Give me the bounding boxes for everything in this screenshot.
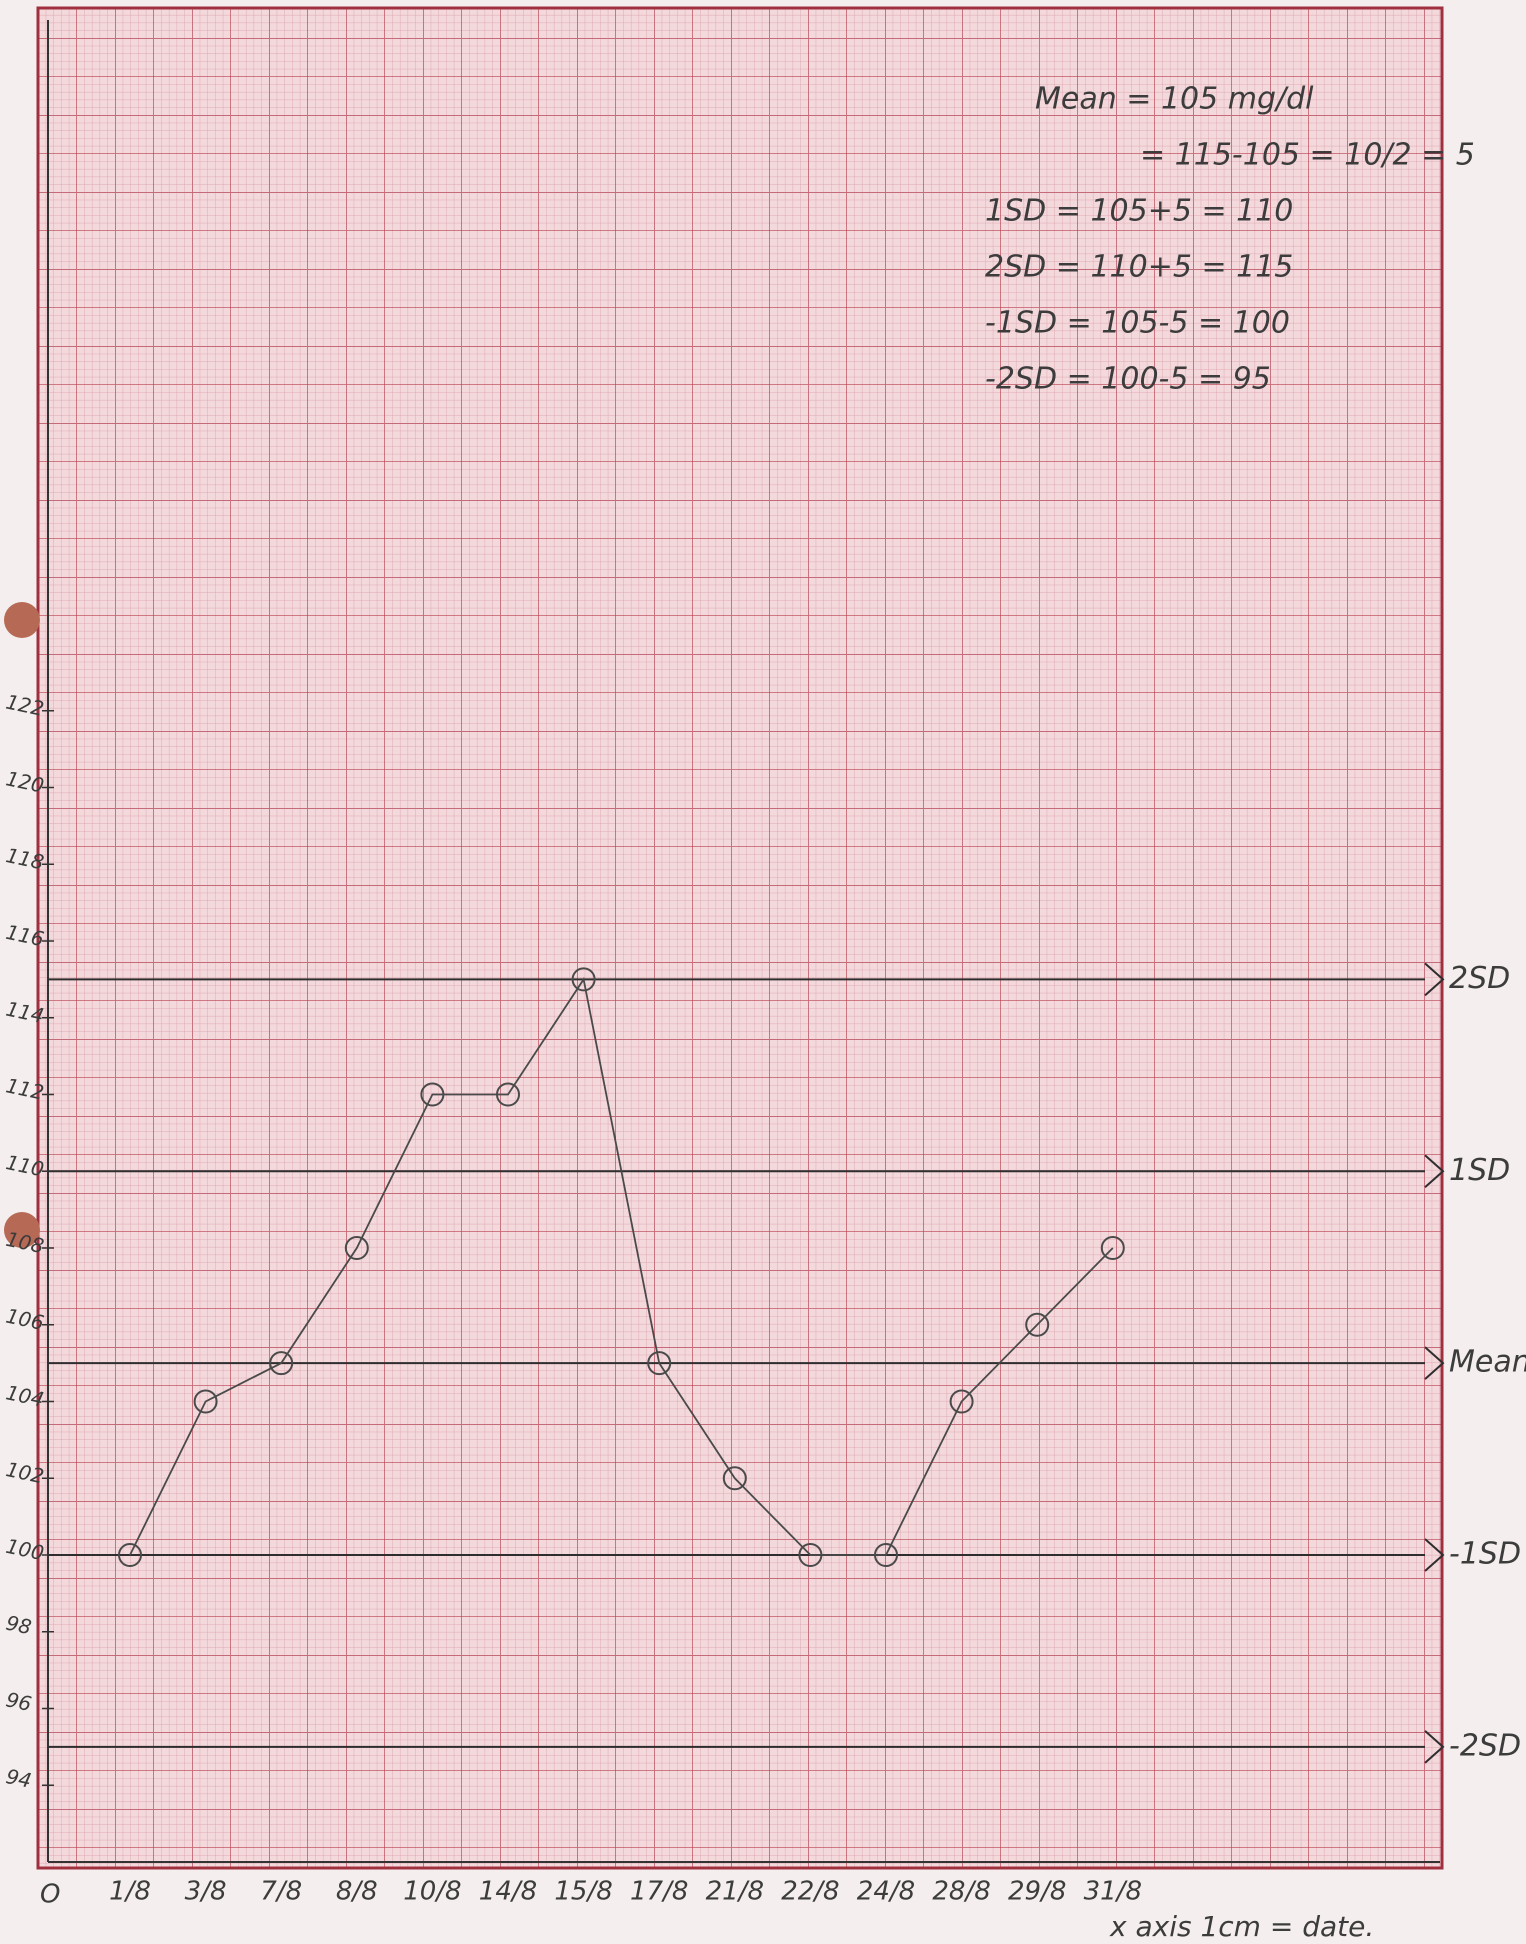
x-tick-label: 1/8 [109, 1877, 151, 1907]
x-axis-label: x axis 1cm = date. [1109, 1910, 1374, 1943]
reference-arrow [1424, 1346, 1445, 1380]
x-tick-label: 7/8 [260, 1877, 302, 1907]
annotation: -2SD = 100-5 = 95 [985, 362, 1271, 397]
data-point [193, 1389, 218, 1414]
data-point [1025, 1312, 1050, 1337]
x-tick-label: 10/8 [403, 1877, 461, 1907]
data-point [722, 1466, 747, 1491]
data-point [1100, 1236, 1125, 1260]
reference-arrow [1424, 1154, 1445, 1188]
data-point [496, 1082, 520, 1107]
annotation: = 115-105 = 10/2 = 5 [1140, 138, 1475, 173]
binder-hole [4, 1212, 40, 1248]
reference-label: -2SD [1449, 1728, 1521, 1763]
reference-label: -1SD [1449, 1537, 1521, 1572]
data-point [647, 1351, 672, 1376]
data-point [949, 1389, 974, 1414]
data-point [798, 1543, 823, 1567]
reference-label: 1SD [1449, 1153, 1510, 1188]
graph-paper-grid [36, 6, 1444, 1870]
data-line [129, 977, 1114, 1556]
x-tick-label: 14/8 [479, 1877, 537, 1907]
data-point [571, 967, 596, 992]
reference-arrow [1424, 1538, 1445, 1572]
y-tick-label: 96 [4, 1687, 34, 1716]
data-point [344, 1236, 369, 1260]
x-tick-label: 28/8 [932, 1877, 990, 1907]
y-tick-label: 98 [4, 1611, 34, 1640]
x-tick-label: 21/8 [706, 1877, 764, 1907]
annotation: 1SD = 105+5 = 110 [985, 194, 1293, 229]
x-tick-label: 15/8 [554, 1877, 612, 1907]
annotation: 2SD = 110+5 = 115 [985, 250, 1293, 285]
reference-label: Mean [1449, 1345, 1526, 1380]
y-tick-label: 94 [4, 1764, 34, 1793]
binder-hole [4, 602, 40, 638]
x-tick-label: 22/8 [781, 1877, 839, 1907]
x-tick-label: 24/8 [857, 1877, 915, 1907]
annotation: -1SD = 105-5 = 100 [985, 306, 1290, 341]
origin-label: O [40, 1880, 60, 1910]
x-tick-label: 3/8 [185, 1877, 227, 1907]
data-point [269, 1351, 294, 1376]
data-point [874, 1543, 898, 1567]
data-point [118, 1543, 142, 1567]
reference-arrow [1424, 962, 1445, 997]
x-tick-label: 8/8 [336, 1877, 378, 1907]
x-tick-label: 29/8 [1008, 1877, 1066, 1907]
x-tick-label: 17/8 [630, 1877, 688, 1907]
reference-arrow [1424, 1730, 1445, 1764]
x-tick-label: 31/8 [1084, 1877, 1142, 1907]
reference-label: 2SD [1449, 961, 1510, 996]
annotation: Mean = 105 mg/dl [1035, 82, 1314, 117]
data-point [420, 1082, 445, 1107]
